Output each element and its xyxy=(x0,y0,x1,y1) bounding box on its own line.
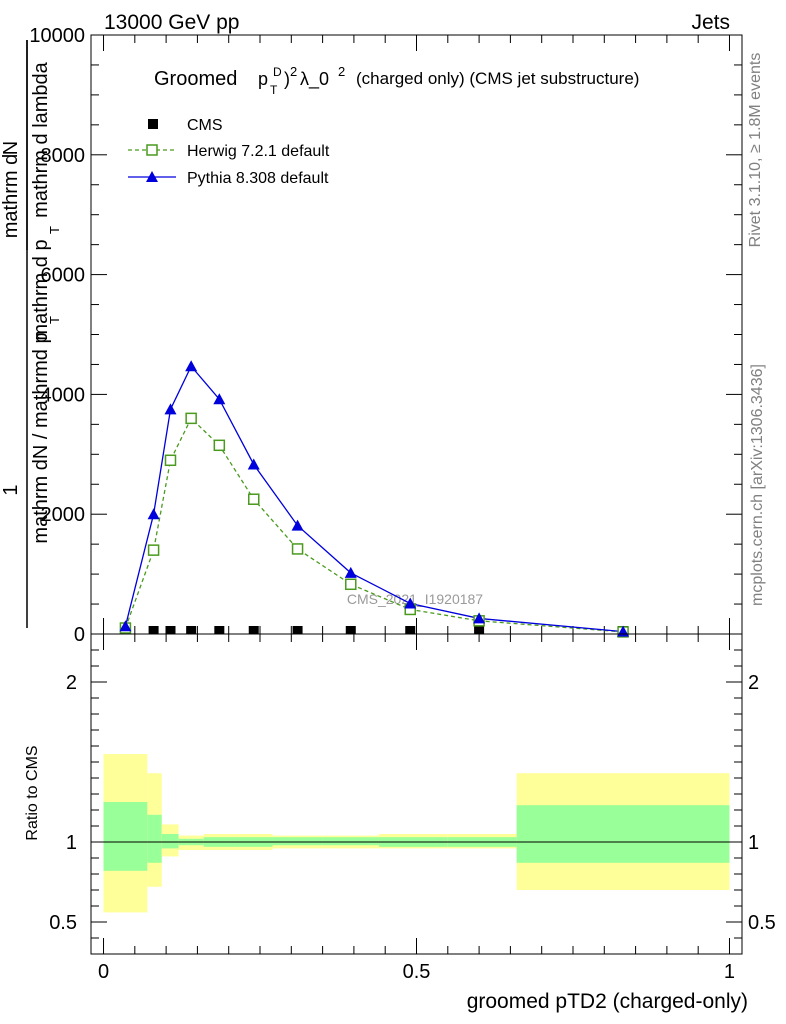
ylabel-den2-sub: T xyxy=(47,226,62,234)
legend-herwig-marker xyxy=(146,144,158,156)
ratio-ytick-label: 1 xyxy=(66,832,77,854)
pythia-point xyxy=(247,458,260,470)
pythia-point xyxy=(344,566,357,578)
title-paren: ) xyxy=(284,69,290,89)
main-axis-ticks xyxy=(91,34,742,635)
ratio-ytick-label: 0.5 xyxy=(49,912,77,934)
ratio-band-inner xyxy=(147,814,162,863)
ylabel-den2-rest: mathrm d lambda xyxy=(30,61,52,217)
title-sq2: 2 xyxy=(338,64,345,79)
cms-point xyxy=(345,626,356,634)
rivet-label: Rivet 3.1.10, ≥ 1.8M events xyxy=(747,53,764,248)
pythia-point xyxy=(185,360,198,372)
legend-cms-label: CMS xyxy=(187,117,223,134)
ratio-ytick-label-right: 2 xyxy=(748,672,759,694)
title-p: p xyxy=(258,69,268,89)
cms-point xyxy=(248,626,259,634)
ratio-ytick-label-right: 0.5 xyxy=(748,912,776,934)
cms-point xyxy=(148,626,159,634)
title-sup-d: D xyxy=(273,65,282,79)
ratio-band-inner xyxy=(272,837,323,846)
ratio-ylabel: Ratio to CMS xyxy=(24,745,41,840)
herwig-point xyxy=(248,493,260,505)
cms-point xyxy=(214,626,225,634)
ylabel-numerator: 1 xyxy=(0,484,22,495)
title-prefix: Groomed xyxy=(154,68,237,90)
energy-label: 13000 GeV pp xyxy=(104,11,239,34)
ratio-axis-ticks xyxy=(91,634,742,954)
ylabel-num2: mathrm d xyxy=(0,154,22,238)
ylabel-den-sub-t: T xyxy=(47,316,62,324)
main-ytick-label: 0 xyxy=(74,624,85,646)
main-y-tick-labels: 0 2000 4000 6000 8000 10000 xyxy=(29,25,85,646)
ylabel-den2: mathrm d p xyxy=(30,239,52,340)
legend: CMS Herwig 7.2.1 default Pythia 8.308 de… xyxy=(128,117,330,187)
pythia-point xyxy=(404,597,417,609)
main-ytick-label: 8000 xyxy=(41,145,86,167)
main-ytick-label: 6000 xyxy=(41,265,86,287)
pythia-point xyxy=(147,508,160,520)
main-ytick-label: 2000 xyxy=(41,504,86,526)
ratio-band-inner xyxy=(103,802,148,871)
legend-pythia-label: Pythia 8.308 default xyxy=(187,170,329,187)
ratio-bands xyxy=(103,754,730,913)
watermark: CMS_2021_I1920187 xyxy=(347,591,483,607)
herwig-point xyxy=(185,412,197,425)
legend-herwig-label: Herwig 7.2.1 default xyxy=(187,143,330,160)
herwig-point xyxy=(291,543,304,555)
cms-point xyxy=(165,626,176,634)
herwig-point xyxy=(345,578,357,591)
legend-cms-marker xyxy=(148,119,158,129)
title-lambda: λ_0 xyxy=(300,69,329,90)
cms-point xyxy=(474,626,485,634)
ratio-xtick-label: 0 xyxy=(98,961,109,983)
herwig-point xyxy=(164,454,177,467)
pythia-point xyxy=(164,403,177,415)
ratio-band-inner xyxy=(322,837,379,846)
pythia-point xyxy=(119,620,132,632)
ratio-tick-labels: 0.5 0.5 1 1 2 2 0 0.5 1 xyxy=(49,672,776,983)
herwig-point xyxy=(147,544,160,556)
x-axis-label: groomed pTD2 (charged-only) xyxy=(467,990,748,1013)
process-label: Jets xyxy=(691,11,730,34)
ratio-xtick-label: 0.5 xyxy=(403,961,431,983)
ratio-xtick-label: 1 xyxy=(724,961,735,983)
cms-point xyxy=(405,626,416,634)
main-ytick-label: 10000 xyxy=(29,25,85,47)
ylabel-denominator: mathrm dN / mathrmd p xyxy=(30,332,52,543)
ratio-ytick-label-right: 1 xyxy=(748,832,759,854)
title-suffix: (charged only) (CMS jet substructure) xyxy=(356,69,639,88)
pythia-point xyxy=(213,393,226,405)
series-layer xyxy=(119,360,630,638)
herwig-point xyxy=(213,439,226,452)
main-ytick-label: 4000 xyxy=(41,384,86,406)
plot-title: Groomed p D T ) 2 λ_0 2 (charged only) (… xyxy=(154,64,639,97)
title-sub-t: T xyxy=(270,83,278,97)
cms-point xyxy=(186,626,197,634)
ratio-band-inner xyxy=(161,834,179,849)
ylabel-num2-rest: N xyxy=(0,141,22,155)
legend-pythia-marker xyxy=(146,171,158,182)
mcplots-label: mcplots.cern.ch [arXiv:1306.3436] xyxy=(749,364,766,606)
pythia-point xyxy=(473,612,486,624)
cms-point xyxy=(292,626,303,634)
title-sq: 2 xyxy=(290,64,297,79)
main-ylabel: 1 mathrm dN / mathrmd p T mathrm d N mat… xyxy=(0,40,62,628)
ratio-ytick-label: 2 xyxy=(66,672,77,694)
ratio-band-inner xyxy=(516,805,730,863)
pythia-point xyxy=(291,519,304,531)
